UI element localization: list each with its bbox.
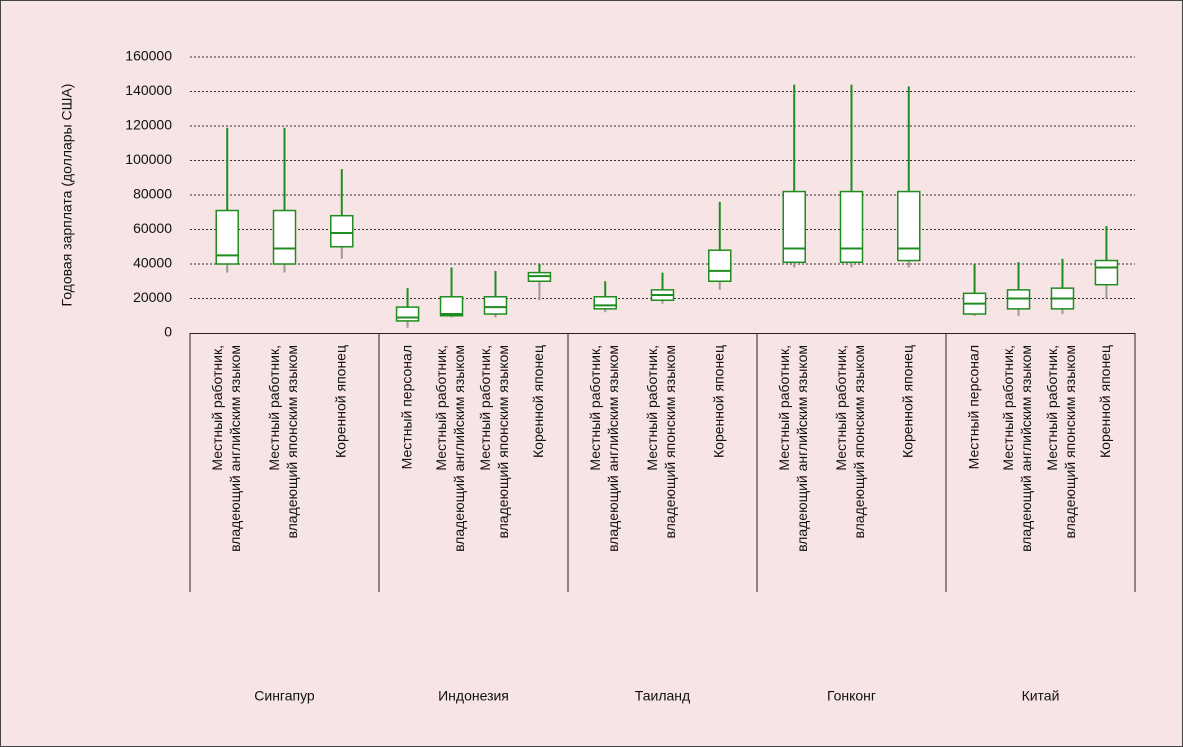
- category-label: владеющий английским языком: [1018, 345, 1034, 552]
- category-label: владеющий английским языком: [451, 345, 467, 552]
- box: [782, 190, 806, 264]
- box: [839, 190, 864, 264]
- box: [215, 209, 239, 265]
- category-label: Коренной японец: [530, 345, 546, 458]
- category-label: Местный работник,: [209, 345, 225, 471]
- y-tick-label: 160000: [125, 48, 172, 64]
- box: [593, 296, 617, 310]
- category-label: Местный работник,: [433, 345, 449, 471]
- group-label: Сингапур: [254, 688, 315, 704]
- category-label: Местный работник,: [587, 345, 603, 471]
- category-label: Местный работник,: [776, 345, 792, 471]
- y-tick-label: 20000: [133, 289, 172, 305]
- category-label: Коренной японец: [899, 345, 915, 458]
- category-label: владеющий английским языком: [794, 345, 810, 552]
- category-label: владеющий английским языком: [227, 345, 243, 552]
- y-tick-label: 0: [164, 324, 172, 340]
- box: [272, 209, 297, 265]
- box: [439, 296, 464, 317]
- category-label: Местный работник,: [644, 345, 660, 471]
- category-label: Коренной японец: [710, 345, 726, 458]
- y-tick-label: 80000: [133, 186, 172, 202]
- group-label: Китай: [1022, 688, 1060, 704]
- box: [330, 214, 354, 248]
- y-axis-label: Годовая зарплата (доллары США): [59, 84, 75, 307]
- group-label: Таиланд: [635, 688, 690, 704]
- category-label: владеющий японским языком: [1062, 345, 1078, 538]
- y-tick-label: 60000: [133, 220, 172, 236]
- category-label: Местный работник,: [1000, 345, 1016, 471]
- box: [1094, 259, 1119, 286]
- box: [483, 296, 508, 315]
- category-label: владеющий японским языком: [495, 345, 511, 538]
- box: [708, 249, 732, 282]
- box: [897, 190, 921, 262]
- category-label: Местный персонал: [965, 345, 981, 469]
- y-tick-label: 100000: [125, 151, 172, 167]
- category-label: Коренной японец: [332, 345, 348, 458]
- y-tick-label: 40000: [133, 255, 172, 271]
- y-tick-label: 120000: [125, 117, 172, 133]
- category-label: владеющий японским языком: [662, 345, 678, 538]
- category-label: Местный работник,: [477, 345, 493, 471]
- category-label: Коренной японец: [1097, 345, 1113, 458]
- y-tick-label: 140000: [125, 82, 172, 98]
- box: [395, 306, 420, 322]
- category-label: владеющий японским языком: [284, 345, 300, 538]
- category-label: владеющий английским языком: [605, 345, 621, 552]
- category-label: Местный персонал: [398, 345, 414, 469]
- category-label: Местный работник,: [833, 345, 849, 471]
- category-label: Местный работник,: [266, 345, 282, 471]
- category-label: владеющий японским языком: [851, 345, 867, 538]
- category-label: Местный работник,: [1044, 345, 1060, 471]
- group-label: Гонконг: [827, 688, 876, 704]
- group-label: Индонезия: [438, 688, 509, 704]
